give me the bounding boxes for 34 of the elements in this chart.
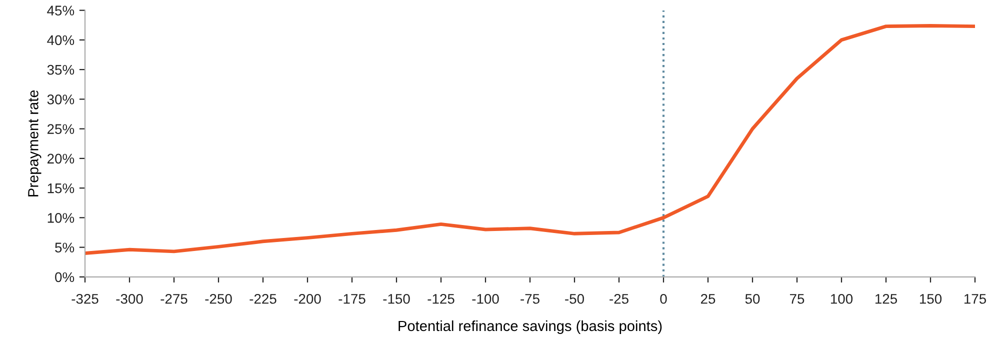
y-tick-label: 10% [48,213,74,223]
x-tick-label: 150 [920,294,942,304]
x-tick-label: 0 [660,294,667,304]
x-tick-label: -25 [610,294,628,304]
y-tick-label: 5% [55,242,74,252]
x-tick-label: -100 [472,294,499,304]
y-tick-label: 35% [47,64,74,75]
x-tick-label: 175 [964,294,986,304]
x-tick-label: -175 [338,294,366,304]
x-tick-label: -225 [250,294,276,304]
x-tick-label: 125 [875,294,898,304]
x-axis-title: Potential refinance savings (basis points) [398,320,662,334]
y-tick-label: 45% [47,6,74,16]
y-axis-title: Prepayment rate [28,90,42,196]
x-tick-label: -200 [294,294,321,304]
y-tick-label: 0% [55,272,74,282]
line-series [85,24,975,255]
y-tick-label: 15% [48,183,74,194]
x-tick-label: 100 [830,294,853,304]
x-tick-label: 75 [790,294,804,304]
x-tick-label: -325 [72,294,98,304]
x-tick-label: -275 [160,294,188,304]
x-tick-label: -300 [116,294,143,304]
x-tick-label: -125 [428,294,454,304]
y-tick-label: 30% [47,94,74,104]
x-tick-label: 25 [700,294,716,304]
y-tick-label: 40% [47,35,74,46]
x-tick-label: -250 [205,294,232,304]
x-tick-label: -75 [520,294,540,304]
x-tick-label: -150 [383,294,410,304]
y-tick-label: 20% [47,154,74,164]
x-tick-label: 50 [745,294,760,304]
y-tick-label: 25% [47,124,74,134]
x-tick-label: -50 [565,294,584,304]
